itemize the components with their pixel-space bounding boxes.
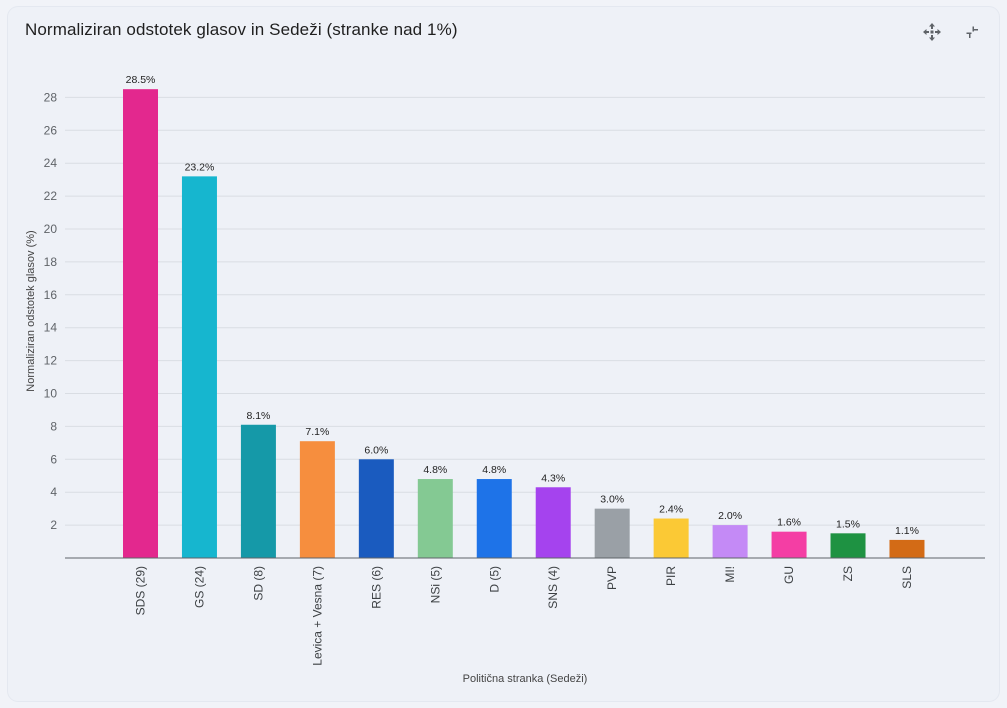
x-tick-label: ZS xyxy=(841,566,855,581)
bars xyxy=(123,89,925,559)
bar[interactable] xyxy=(476,479,512,558)
gridlines xyxy=(65,96,985,526)
bar[interactable] xyxy=(594,508,630,558)
x-tick-label: GS (24) xyxy=(192,566,206,608)
x-tick-label: Levica + Vesna (7) xyxy=(310,566,324,666)
bar[interactable] xyxy=(358,459,394,558)
data-label: 7.1% xyxy=(305,426,329,438)
y-tick-label: 10 xyxy=(44,387,58,401)
chart-title: Normaliziran odstotek glasov in Sedeži (… xyxy=(25,20,458,39)
x-axis-title: Politična stranka (Sedeži) xyxy=(463,673,588,685)
chart-card xyxy=(8,7,999,701)
data-label: 2.4% xyxy=(659,504,683,516)
data-label: 28.5% xyxy=(126,74,156,86)
x-tick-label: SDS (29) xyxy=(134,566,148,615)
y-tick-label: 18 xyxy=(44,255,58,269)
bar[interactable] xyxy=(771,531,807,558)
data-label: 4.8% xyxy=(482,464,506,476)
x-tick-label: SD (8) xyxy=(251,566,265,601)
bar[interactable] xyxy=(830,533,866,558)
x-axis-categories: SDS (29) GS (24) SD (8) Levica + Vesna (7) R… xyxy=(134,566,914,666)
data-label: 4.8% xyxy=(423,464,447,476)
y-tick-label: 6 xyxy=(50,452,57,466)
bar[interactable] xyxy=(712,525,748,558)
y-tick-label: 14 xyxy=(44,321,58,335)
y-tick-label: 24 xyxy=(44,156,58,170)
data-label: 1.1% xyxy=(895,525,919,537)
data-label: 1.6% xyxy=(777,517,801,529)
expand-arrows-icon[interactable] xyxy=(920,20,944,44)
y-tick-label: 26 xyxy=(44,123,58,137)
data-label: 2.0% xyxy=(718,510,742,522)
x-tick-label: NSi (5) xyxy=(428,566,442,603)
y-tick-label: 8 xyxy=(50,419,57,433)
bar[interactable] xyxy=(240,424,276,558)
y-tick-label: 20 xyxy=(44,222,58,236)
data-label: 8.1% xyxy=(246,410,270,422)
x-tick-label: MI! xyxy=(723,566,737,583)
bar[interactable] xyxy=(181,176,217,559)
data-label: 3.0% xyxy=(600,494,624,506)
bar[interactable] xyxy=(889,539,925,558)
y-tick-label: 22 xyxy=(44,189,58,203)
y-tick-label: 4 xyxy=(50,485,57,499)
data-label: 23.2% xyxy=(185,161,215,173)
bar[interactable] xyxy=(417,479,453,558)
collapse-arrows-icon[interactable] xyxy=(960,20,984,44)
y-tick-label: 28 xyxy=(44,90,58,104)
x-tick-label: SNS (4) xyxy=(546,566,560,609)
bar[interactable] xyxy=(299,441,335,558)
bar[interactable] xyxy=(123,89,158,559)
y-tick-label: 16 xyxy=(44,288,58,302)
data-label: 1.5% xyxy=(836,518,860,530)
y-axis-title: Normaliziran odstotek glasov (%) xyxy=(25,230,37,391)
x-tick-label: D (5) xyxy=(487,566,501,593)
data-label: 6.0% xyxy=(364,444,388,456)
y-tick-label: 2 xyxy=(50,518,57,532)
data-label: 4.3% xyxy=(541,472,565,484)
x-tick-label: PVP xyxy=(605,566,619,590)
x-tick-label: SLS xyxy=(900,566,914,589)
x-tick-label: GU xyxy=(782,566,796,584)
x-tick-label: PIR xyxy=(664,566,678,586)
y-tick-label: 12 xyxy=(44,354,58,368)
bar[interactable] xyxy=(653,518,689,558)
x-tick-label: RES (6) xyxy=(369,566,383,609)
data-labels: 28.5% 23.2% 8.1% 7.1% 6.0% 4.8% 4.8% 4.3% 3.0% 2.… xyxy=(126,74,919,537)
bar[interactable] xyxy=(535,487,571,558)
